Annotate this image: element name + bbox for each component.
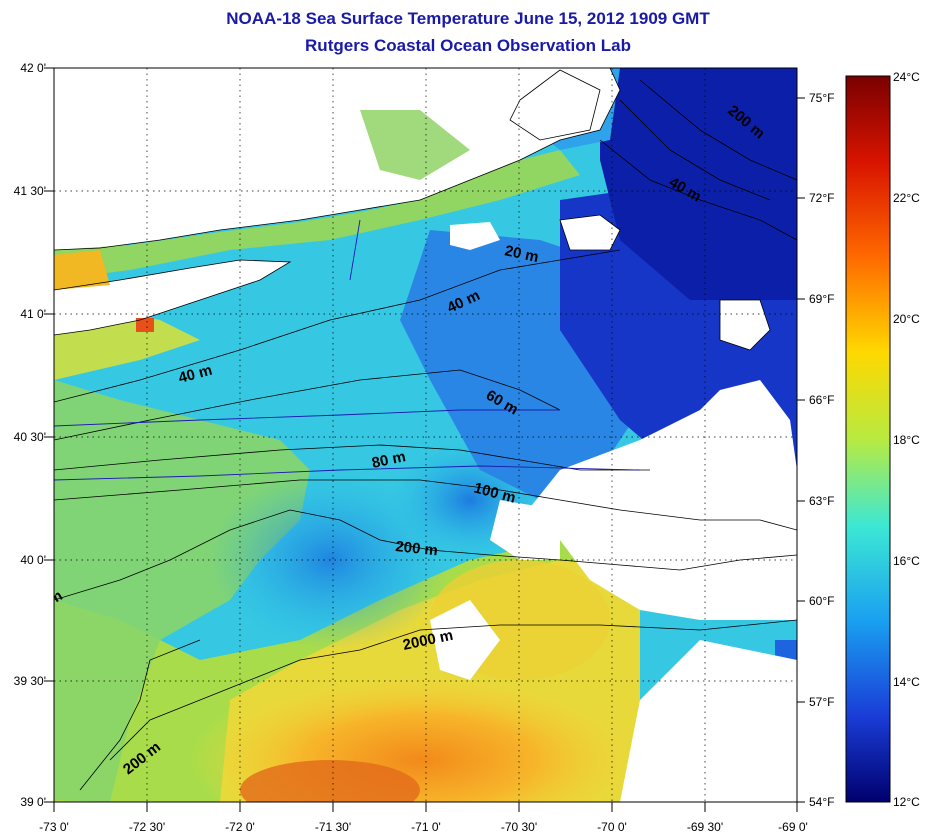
lat-label-40-30: 40 30' xyxy=(13,430,46,444)
color-scale-bar xyxy=(845,75,891,803)
lon-label-70-30: -70 30' xyxy=(500,820,538,834)
temperature-field: 200 m 40 m 20 m 40 m 40 m 60 m 80 m 100 … xyxy=(46,68,797,802)
axis-ticks xyxy=(44,67,798,812)
fahrenheit-label-57: 57°F xyxy=(809,695,835,709)
fahrenheit-label-60: 60°F xyxy=(809,594,835,608)
lon-label-72-30: -72 30' xyxy=(128,820,166,834)
fahrenheit-ticks xyxy=(797,97,805,803)
fahrenheit-label-69: 69°F xyxy=(809,292,835,306)
celsius-label-14: 14°C xyxy=(893,675,920,689)
fahrenheit-label-72: 72°F xyxy=(809,191,835,205)
lon-label-69-30: -69 30' xyxy=(686,820,724,834)
depth-label-m-edge: m xyxy=(46,587,66,608)
map-subtitle: Rutgers Coastal Ocean Observation Lab xyxy=(305,36,631,55)
celsius-label-20: 20°C xyxy=(893,312,920,326)
lat-label-41-30: 41 30' xyxy=(13,184,46,198)
lat-label-39-30: 39 30' xyxy=(13,674,46,688)
lat-label-39: 39 0' xyxy=(20,795,46,809)
graticule xyxy=(54,68,797,802)
celsius-label-18: 18°C xyxy=(893,433,920,447)
celsius-label-22: 22°C xyxy=(893,191,920,205)
lat-label-42: 42 0' xyxy=(20,61,46,75)
lon-label-71: -71 0' xyxy=(411,820,441,834)
fahrenheit-label-63: 63°F xyxy=(809,494,835,508)
lon-label-70: -70 0' xyxy=(597,820,627,834)
celsius-label-24: 24°C xyxy=(893,70,920,84)
lon-label-69: -69 0' xyxy=(778,820,808,834)
lon-label-71-30: -71 30' xyxy=(314,820,352,834)
map-title: NOAA-18 Sea Surface Temperature June 15,… xyxy=(226,9,710,28)
celsius-label-16: 16°C xyxy=(893,554,920,568)
fahrenheit-label-66: 66°F xyxy=(809,393,835,407)
depth-label-20: 20 m xyxy=(503,242,540,266)
lat-label-41: 41 0' xyxy=(20,307,46,321)
lon-label-73: -73 0' xyxy=(39,820,69,834)
fahrenheit-label-75: 75°F xyxy=(809,91,835,105)
fahrenheit-label-54: 54°F xyxy=(809,795,835,809)
lon-label-72: -72 0' xyxy=(225,820,255,834)
depth-label-80: 80 m xyxy=(370,448,407,472)
lat-label-40: 40 0' xyxy=(20,553,46,567)
depth-label-200-mid: 200 m xyxy=(395,538,439,559)
celsius-label-12: 12°C xyxy=(893,795,920,809)
